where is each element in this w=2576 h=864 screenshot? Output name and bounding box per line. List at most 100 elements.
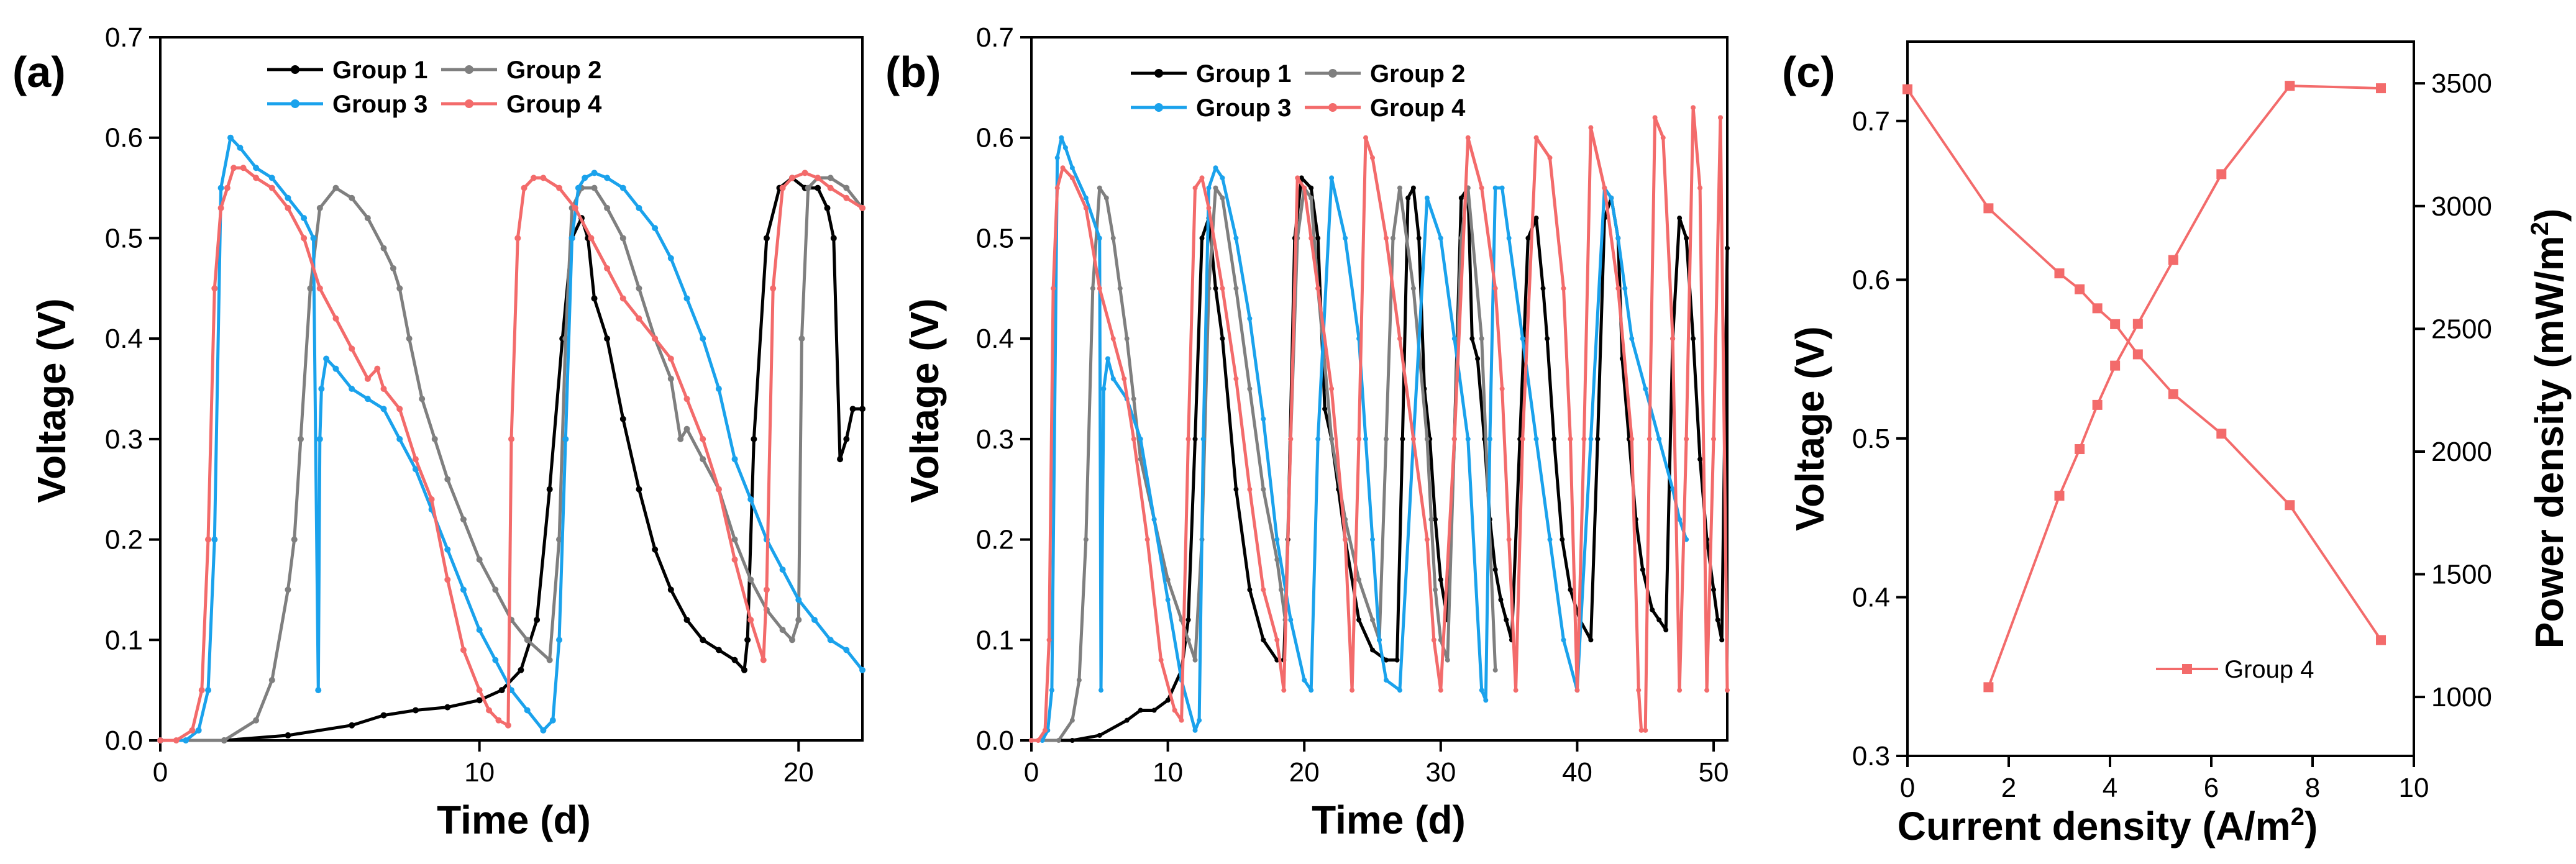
chart-b-point-group-3	[1220, 175, 1225, 181]
chart-b-point-group-2	[1479, 336, 1484, 342]
chart-b-point-group-3	[1343, 235, 1348, 241]
chart-b-legend-marker-group-2	[1328, 69, 1337, 78]
chart-a-point-group-3	[268, 175, 275, 181]
chart-a-point-group-1	[715, 647, 722, 653]
chart-a-point-group-1	[751, 435, 757, 442]
chart-b-point-group-2	[1110, 235, 1116, 241]
chart-a-ytick-label: 0.3	[105, 424, 143, 455]
chart-b-point-group-1	[1220, 336, 1225, 342]
chart-c-ytick-label: 0.4	[1852, 582, 1890, 612]
chart-a-point-group-2	[419, 396, 426, 402]
chart-a-point-group-4	[789, 175, 795, 181]
chart-b-point-group-3	[1197, 717, 1202, 723]
chart-b-point-group-3	[1479, 688, 1484, 693]
chart-b-point-group-3	[1492, 185, 1498, 191]
chart-b-ytick-label: 0.7	[976, 22, 1014, 53]
chart-b-point-group-4	[1042, 727, 1048, 733]
chart-a-point-group-4	[731, 556, 738, 563]
chart-b-point-group-4	[1636, 688, 1642, 693]
chart-a-point-group-3	[700, 335, 706, 342]
chart-b-point-group-3	[1213, 165, 1218, 171]
chart-c-point-group-4	[2054, 491, 2065, 501]
chart-b-point-group-3	[1370, 537, 1376, 542]
chart-c-frame	[1906, 40, 2415, 757]
chart-b-ylabel: Voltage (V)	[902, 298, 947, 503]
chart-c-point-group-4	[2110, 319, 2121, 329]
chart-b-point-group-4	[1660, 135, 1666, 140]
chart-c-xtick-label: 10	[2399, 773, 2429, 803]
chart-b-xtick-label: 50	[1699, 757, 1729, 788]
chart-b-point-group-4	[1185, 436, 1191, 442]
chart-c-ylabel2-main: Power density (mW/m	[2527, 235, 2572, 648]
chart-b-legend-marker-group-4	[1328, 103, 1337, 112]
chart-c-point-group-4	[2092, 399, 2103, 410]
chart-c-point-group-4	[2075, 444, 2085, 455]
chart-a-point-group-4	[514, 235, 521, 242]
chart-b-point-group-4	[1288, 436, 1294, 442]
chart-b-point-group-4	[1158, 657, 1164, 663]
chart-b-point-group-1	[1400, 436, 1405, 442]
chart-b-point-group-1	[1138, 707, 1143, 713]
chart-a-point-group-1	[700, 637, 706, 643]
chart-a-point-group-4	[316, 285, 323, 292]
chart-a-point-group-1	[667, 586, 674, 593]
chart-b-point-group-4	[1397, 336, 1402, 342]
chart-b-point-group-1	[1213, 286, 1218, 291]
chart-b-point-group-4	[1144, 537, 1150, 542]
chart-b-point-group-1	[1165, 698, 1171, 703]
chart-a-point-group-3	[492, 657, 499, 663]
chart-b-point-group-4	[1060, 165, 1066, 171]
chart-b-point-group-1	[1247, 587, 1253, 593]
chart-a-point-group-3	[301, 215, 308, 222]
chart-c-series-group-4-right	[1987, 84, 2382, 688]
chart-b-point-group-1	[1309, 185, 1314, 191]
chart-a-point-group-3	[364, 396, 371, 402]
chart-a-legend-label-group-2: Group 2	[506, 57, 601, 84]
chart-b-point-group-1	[1433, 517, 1438, 522]
chart-c-xtick-label: 0	[1900, 773, 1915, 803]
chart-a-point-group-2	[677, 435, 684, 442]
chart-a-point-group-3	[747, 496, 754, 502]
chart-a-point-group-4	[332, 315, 339, 322]
chart-a-point-group-3	[444, 546, 451, 553]
chart-b-point-group-4	[1199, 175, 1205, 181]
chart-a-point-group-4	[198, 687, 205, 694]
chart-a-point-group-4	[700, 435, 706, 442]
chart-a-point-group-1	[444, 704, 451, 711]
chart-a-point-group-4	[495, 717, 502, 724]
chart-b-point-group-3	[1383, 677, 1389, 683]
chart-b-point-group-4	[1350, 688, 1355, 693]
chart-b-point-group-1	[1469, 336, 1475, 342]
chart-a-point-group-3	[396, 435, 403, 442]
chart-b-point-group-3	[1039, 738, 1045, 743]
chart-b-point-group-1	[1656, 617, 1662, 622]
chart-b-point-group-1	[1533, 216, 1539, 221]
chart-b-point-group-4	[1465, 135, 1471, 140]
chart-c-point-group-4	[2132, 319, 2143, 329]
chart-b-point-group-2	[1261, 486, 1266, 492]
chart-b-point-group-1	[1185, 617, 1191, 622]
chart-b-point-group-4	[1054, 185, 1060, 191]
chart-b-point-group-2	[1056, 738, 1061, 743]
chart-b-point-group-1	[1540, 286, 1546, 291]
chart-b-point-group-2	[1192, 657, 1198, 663]
chart-a-point-group-4	[521, 184, 528, 191]
chart-c-ytick-label: 0.6	[1852, 265, 1890, 295]
chart-c-point-group-4	[2376, 83, 2386, 94]
chart-b-point-group-2	[1492, 667, 1498, 673]
chart-c-ylabel: Voltage (V)	[1788, 326, 1832, 531]
chart-b-point-group-1	[1568, 587, 1573, 593]
chart-a-point-group-4	[412, 456, 419, 463]
chart-a-point-group-4	[770, 285, 777, 292]
chart-b-point-group-1	[1261, 637, 1266, 643]
chart-a-xtick-label: 0	[153, 757, 168, 788]
chart-a-point-group-1	[741, 666, 747, 673]
chart-b-xtick-label: 0	[1024, 757, 1039, 788]
chart-a-point-group-3	[683, 295, 690, 302]
chart-b-point-group-2	[1213, 185, 1218, 191]
chart-b-point-group-1	[1525, 235, 1531, 241]
chart-b-point-group-1	[1663, 627, 1669, 633]
chart-a-point-group-4	[240, 165, 247, 171]
chart-a-point-group-2	[546, 657, 553, 663]
chart-a-ytick-label: 0.7	[105, 22, 143, 53]
